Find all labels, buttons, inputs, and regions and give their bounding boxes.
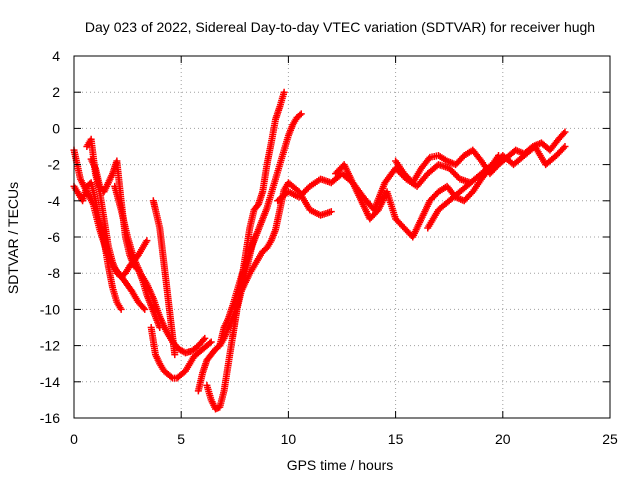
- data-point: [297, 110, 305, 118]
- tick-marks: [73, 55, 611, 419]
- y-tick-label: 4: [52, 48, 60, 64]
- data-point: [201, 334, 209, 342]
- x-tick-label: 10: [281, 431, 297, 447]
- series-track-5: [111, 182, 209, 357]
- data-point: [560, 144, 568, 152]
- series-layer: [70, 88, 569, 413]
- series-track-2: [70, 179, 125, 313]
- data-point: [167, 373, 175, 381]
- series-track-13: [332, 152, 503, 241]
- data-point: [141, 305, 149, 313]
- y-tick-label: -6: [48, 229, 61, 245]
- y-tick-label: -10: [40, 301, 60, 317]
- data-point: [280, 88, 288, 96]
- series-track-7: [149, 197, 179, 359]
- data-point: [199, 336, 207, 344]
- data-point: [561, 128, 569, 136]
- grid: [74, 56, 610, 418]
- data-point: [206, 339, 214, 347]
- data-point: [139, 304, 147, 312]
- y-tick-label: -8: [48, 265, 61, 281]
- y-tick-label: -14: [40, 374, 60, 390]
- y-tick-label: 0: [52, 120, 60, 136]
- data-point: [561, 143, 569, 150]
- x-tick-label: 0: [70, 431, 78, 447]
- series-track-15: [424, 143, 569, 232]
- data-point: [560, 129, 568, 137]
- x-tick-label: 15: [388, 431, 404, 447]
- y-tick-label: -12: [40, 338, 60, 354]
- data-point: [171, 351, 179, 359]
- data-point: [117, 305, 125, 313]
- y-tick-label: -4: [48, 193, 61, 209]
- y-tick-label: -16: [40, 410, 60, 426]
- data-point: [207, 338, 215, 346]
- x-tick-label: 20: [495, 431, 511, 447]
- x-axis-label: GPS time / hours: [287, 457, 394, 473]
- x-tick-label: 25: [602, 431, 618, 447]
- x-tick-label: 5: [177, 431, 185, 447]
- chart-title: Day 023 of 2022, Sidereal Day-to-day VTE…: [85, 19, 595, 35]
- data-point: [327, 208, 335, 216]
- y-tick-label: 2: [52, 84, 60, 100]
- series-track-6: [147, 324, 215, 382]
- y-axis-label: SDTVAR / TECUs: [5, 182, 21, 294]
- tick-labels: 0 5 10 15 20 25 -16 -14 -12 -10 -8 -6 -4 -2 0 2 4: [40, 48, 618, 447]
- data-point: [143, 237, 151, 245]
- data-point: [296, 111, 304, 119]
- y-tick-label: -2: [48, 157, 61, 173]
